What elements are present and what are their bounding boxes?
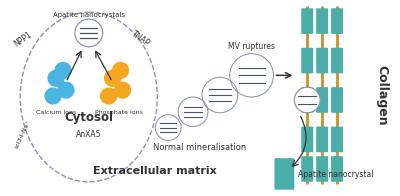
FancyBboxPatch shape — [301, 8, 313, 34]
Circle shape — [45, 88, 61, 104]
FancyBboxPatch shape — [316, 8, 328, 34]
Circle shape — [101, 88, 116, 104]
FancyBboxPatch shape — [301, 127, 313, 152]
FancyBboxPatch shape — [331, 87, 343, 113]
FancyBboxPatch shape — [301, 87, 313, 113]
FancyBboxPatch shape — [331, 156, 343, 182]
Text: AnXA5: AnXA5 — [76, 130, 102, 139]
FancyBboxPatch shape — [331, 48, 343, 73]
FancyBboxPatch shape — [274, 158, 294, 190]
Circle shape — [294, 87, 320, 113]
FancyBboxPatch shape — [316, 156, 328, 182]
Circle shape — [48, 70, 64, 86]
Text: Cytosol: Cytosol — [64, 111, 113, 124]
FancyBboxPatch shape — [301, 156, 313, 182]
Text: scI34-Na⁺: scI34-Na⁺ — [14, 120, 32, 150]
Circle shape — [113, 63, 128, 78]
Text: Apatite nanocrystals: Apatite nanocrystals — [53, 12, 125, 18]
FancyBboxPatch shape — [316, 48, 328, 73]
FancyBboxPatch shape — [331, 8, 343, 34]
FancyBboxPatch shape — [316, 87, 328, 113]
Text: TNAP: TNAP — [130, 29, 151, 48]
Text: Normal mineralisation: Normal mineralisation — [153, 143, 247, 152]
Text: Collagen: Collagen — [375, 65, 388, 125]
Text: Extracellular matrix: Extracellular matrix — [94, 166, 217, 176]
Text: MV ruptures: MV ruptures — [228, 42, 275, 51]
Circle shape — [114, 82, 130, 98]
Text: Calcium ions: Calcium ions — [36, 110, 76, 115]
Circle shape — [58, 82, 74, 98]
FancyBboxPatch shape — [331, 127, 343, 152]
Circle shape — [55, 63, 71, 78]
Circle shape — [105, 70, 120, 86]
Text: NPP1: NPP1 — [12, 30, 34, 48]
Text: Phosphate ions: Phosphate ions — [95, 110, 142, 115]
Text: Apatite nanocrystal: Apatite nanocrystal — [298, 170, 374, 179]
FancyBboxPatch shape — [316, 127, 328, 152]
FancyBboxPatch shape — [301, 48, 313, 73]
